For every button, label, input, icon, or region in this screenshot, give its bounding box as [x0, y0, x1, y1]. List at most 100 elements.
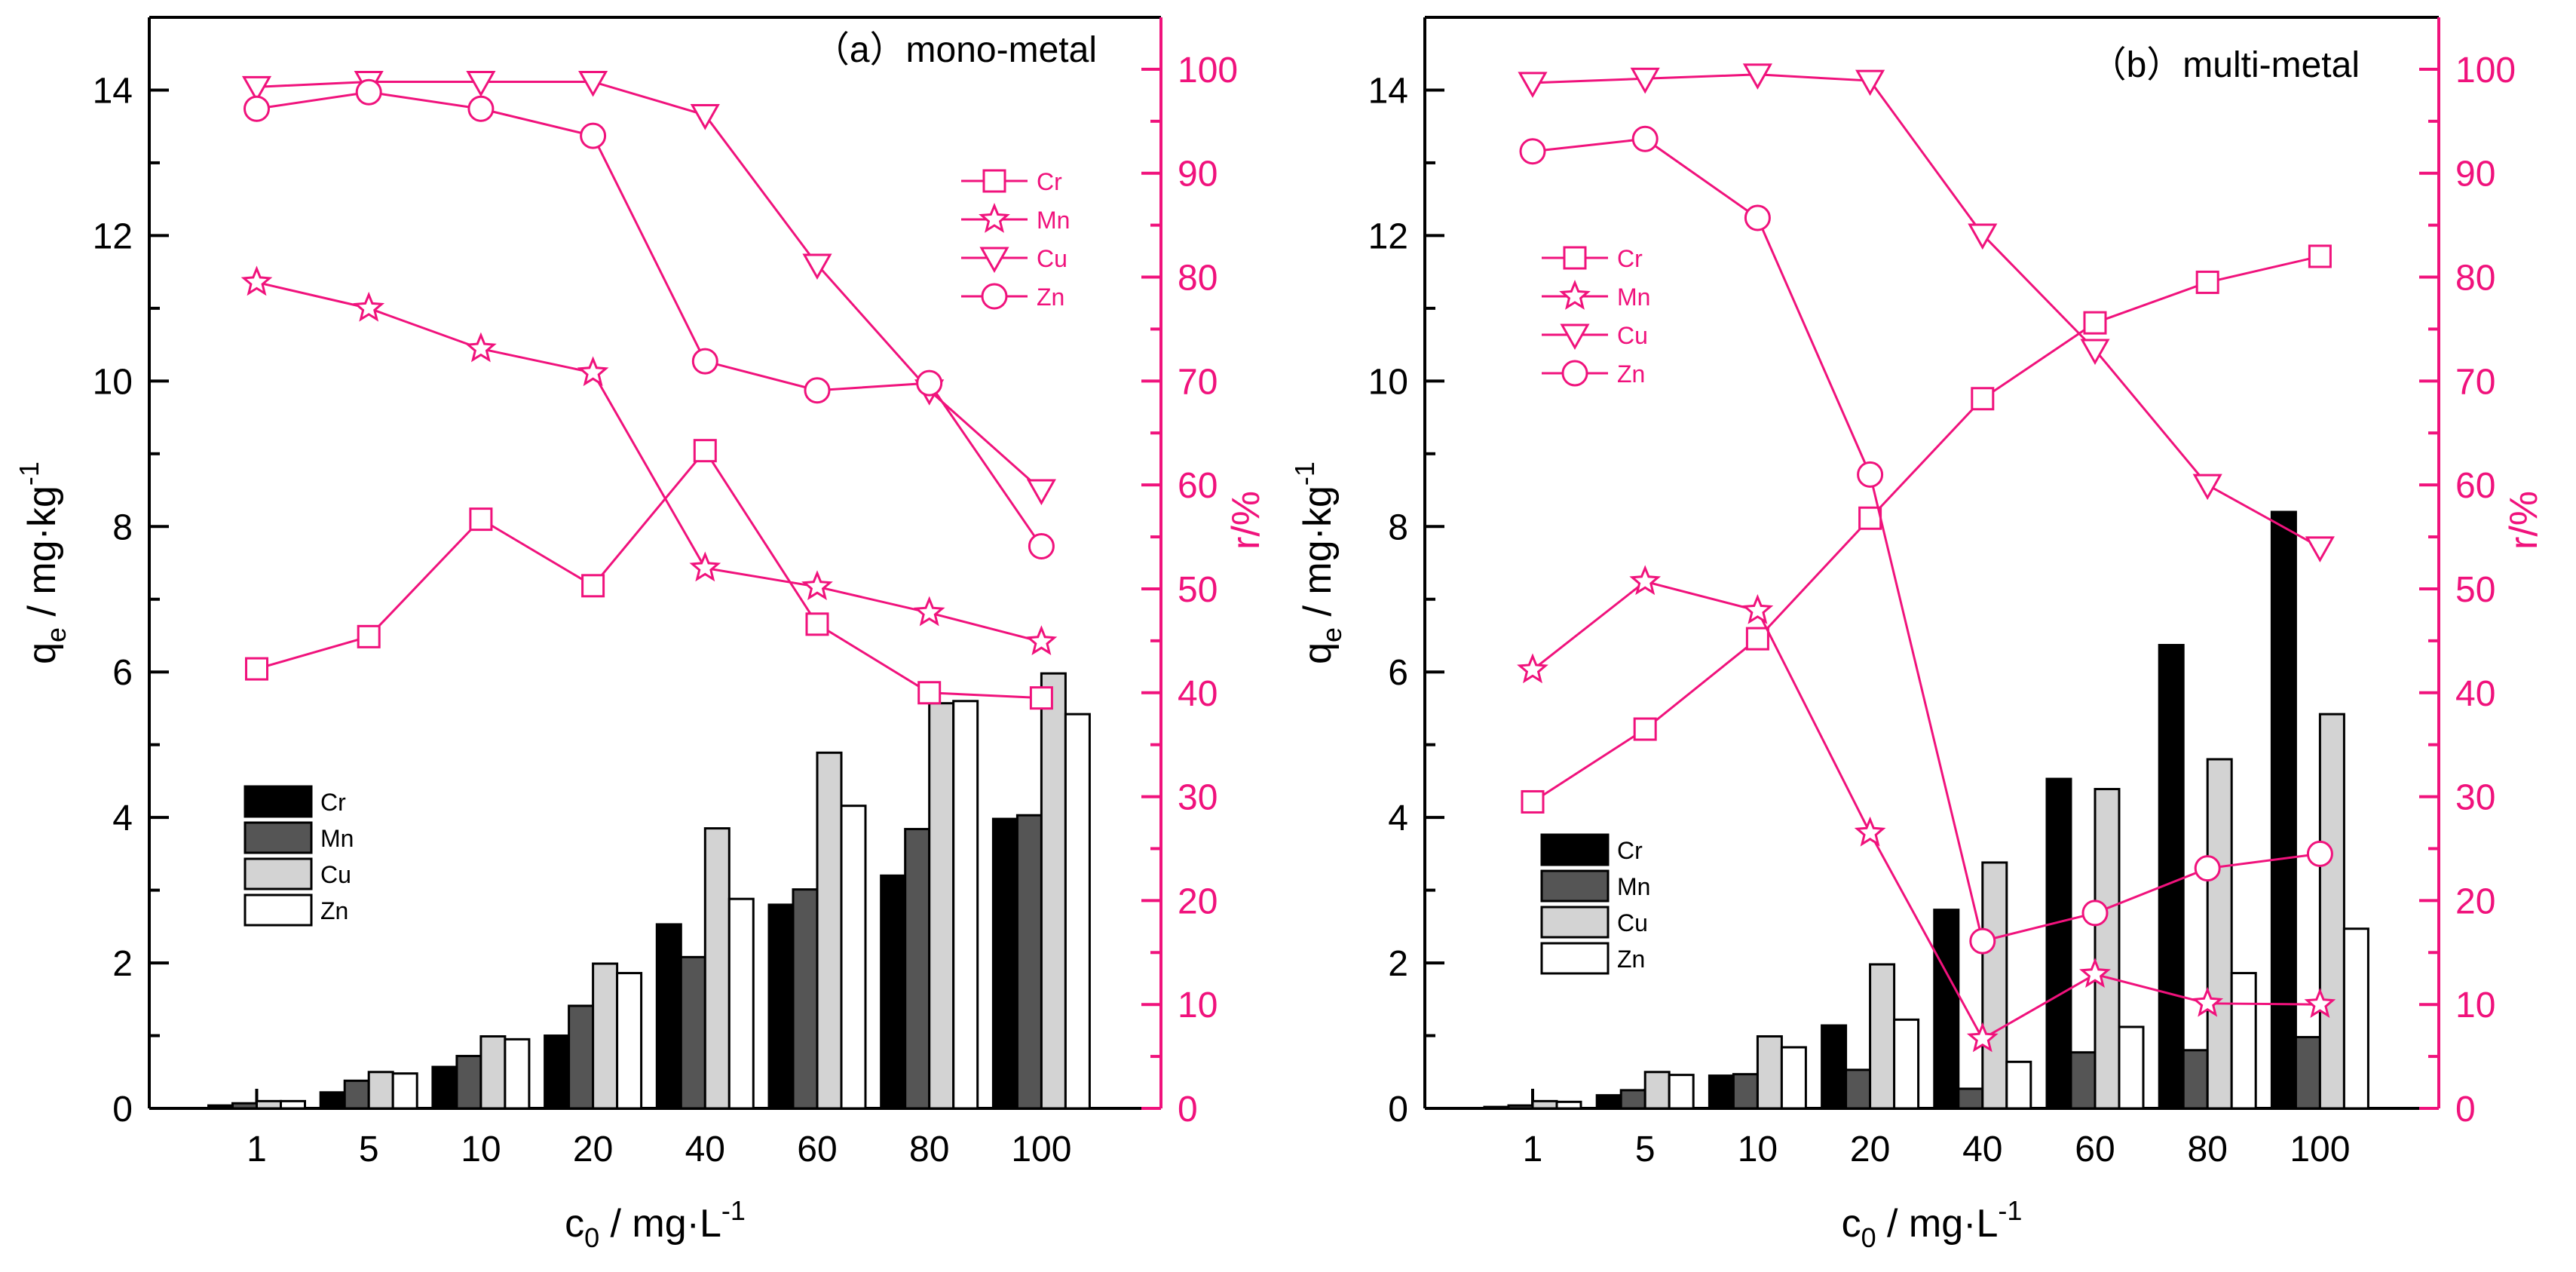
- y2-tick-label-b: 0: [2455, 1090, 2476, 1129]
- marker-zn-b: [2194, 855, 2221, 882]
- marker-zn-b: [1519, 138, 1546, 165]
- bar-legend-swatch-a: [244, 785, 313, 818]
- bar-cr-b: [1595, 1094, 1622, 1110]
- bar-legend-swatch-b: [1540, 833, 1610, 866]
- y-tick-label-a: 2: [112, 944, 133, 984]
- marker-zn-b: [1631, 125, 1659, 152]
- y-tick-label-b: 2: [1388, 944, 1408, 984]
- marker-zn-a: [580, 122, 607, 149]
- y-tick-label-b: 0: [1388, 1090, 1408, 1129]
- marker-mn-b: [1517, 653, 1548, 684]
- bar-cr-a: [880, 874, 907, 1110]
- panel-multi-metal: 0 2 4 6 8 10 12 14 0 10 20 30 40 50 60 70 80 90 100 1 5 10 20 4…: [1289, 16, 2546, 1253]
- bar-cr-b: [2045, 777, 2072, 1110]
- bar-legend-swatch-a: [244, 893, 313, 927]
- marker-cu-a: [578, 70, 608, 97]
- bar-zn-b: [1780, 1046, 1807, 1110]
- y2-tick-label-b: 60: [2455, 466, 2495, 506]
- bar-mn-a: [568, 1004, 595, 1110]
- bar-cr-a: [991, 817, 1018, 1110]
- marker-mn-b: [1966, 1022, 1999, 1053]
- marker-cr-b: [2195, 270, 2219, 294]
- line-cu-b: [1532, 73, 2321, 549]
- marker-mn-b: [1741, 593, 1774, 624]
- bar-zn-b: [2118, 1025, 2145, 1110]
- x-tick-label-a: 60: [797, 1129, 837, 1169]
- bar-legend-label-b: Zn: [1617, 946, 1645, 973]
- marker-mn-a: [801, 570, 833, 601]
- y-tick-label-a: 14: [93, 71, 133, 111]
- marker-zn-b: [2306, 840, 2333, 867]
- line-legend-label-a: Mn: [1037, 207, 1070, 234]
- bar-legend-label-a: Zn: [320, 897, 348, 924]
- bar-mn-b: [2182, 1049, 2209, 1110]
- marker-cu-b: [2305, 536, 2335, 562]
- line-legend-label-b: Zn: [1617, 360, 1645, 388]
- bar-cr-b: [1933, 909, 1960, 1110]
- y-tick-label-a: 6: [112, 653, 133, 693]
- marker-zn-a: [355, 78, 382, 106]
- marker-mn-a: [1025, 625, 1058, 656]
- y2-tick-label-a: 70: [1178, 362, 1218, 402]
- marker-zn-a: [467, 95, 495, 122]
- bar-legend-label-a: Cu: [320, 861, 351, 888]
- marker-cu-b: [1968, 223, 1998, 250]
- bar-zn-a: [952, 700, 979, 1110]
- bar-cu-b: [1869, 963, 1896, 1110]
- y2-tick-label-b: 80: [2455, 259, 2495, 299]
- panel-title-a: （a）mono-metal: [813, 30, 1097, 70]
- y2-tick-label-a: 100: [1178, 51, 1238, 90]
- bar-mn-b: [1957, 1087, 1984, 1110]
- line-legend-label-b: Cu: [1617, 322, 1648, 349]
- marker-cr-b: [1521, 789, 1545, 814]
- bar-mn-a: [904, 828, 931, 1110]
- marker-cr-a: [805, 612, 829, 636]
- line-legend-label-a: Zn: [1037, 284, 1064, 311]
- y2-axis-label-a: r/%: [1224, 491, 1268, 550]
- marker-mn-a: [689, 551, 721, 582]
- y2-tick-label-b: 90: [2455, 155, 2495, 195]
- bar-mn-b: [1845, 1068, 1872, 1110]
- y2-tick-label-a: 50: [1178, 570, 1218, 610]
- x-tick-label-b: 1: [1523, 1129, 1543, 1169]
- y2-tick-label-a: 10: [1178, 985, 1218, 1025]
- marker-mn-b: [1629, 565, 1662, 596]
- bar-cu-a: [592, 962, 619, 1110]
- bar-cu-b: [2094, 788, 2121, 1110]
- marker-mn-a: [465, 332, 497, 363]
- bar-legend-swatch-b: [1540, 906, 1610, 939]
- bar-zn-b: [1893, 1018, 1920, 1110]
- y2-tick-label-a: 40: [1178, 674, 1218, 714]
- line-legend-label-b: Mn: [1617, 284, 1650, 311]
- bar-cu-b: [1981, 861, 2008, 1110]
- bar-mn-a: [343, 1079, 370, 1110]
- bar-zn-a: [840, 805, 867, 1110]
- line-cu-a: [256, 80, 1043, 492]
- bar-cr-b: [1483, 1105, 1510, 1110]
- bar-legend-label-b: Cr: [1617, 837, 1643, 864]
- marker-cr-b: [2083, 311, 2107, 335]
- bar-legend-label-a: Mn: [320, 825, 354, 852]
- bar-zn-b: [2342, 927, 2369, 1110]
- y-tick-label-a: 0: [112, 1090, 133, 1129]
- marker-cr-b: [2308, 244, 2332, 268]
- x-axis-label-a: c0 / mg·L-1: [565, 1195, 746, 1253]
- line-legend-label-a: Cu: [1037, 245, 1067, 272]
- y-axis-label-a: qe / mg·kg-1: [14, 461, 72, 664]
- panel-mono-metal: 0 2 4 6 8 10 12 14 0 10 20 30 40 50 60 70 80 90 100 1 5 10 20 4…: [14, 16, 1268, 1253]
- x-tick-label-b: 5: [1635, 1129, 1656, 1169]
- x-tick-label-a: 5: [359, 1129, 379, 1169]
- x-tick-label-a: 40: [685, 1129, 725, 1169]
- x-tick-label-a: 80: [909, 1129, 949, 1169]
- bar-mn-a: [679, 955, 706, 1110]
- x-tick-label-a: 100: [1011, 1129, 1071, 1169]
- y2-tick-label-a: 90: [1178, 155, 1218, 195]
- bar-legend-swatch-a: [244, 821, 313, 854]
- y-axis-label-b: qe / mg·kg-1: [1289, 461, 1347, 664]
- bar-zn-b: [1668, 1074, 1695, 1110]
- y2-tick-label-a: 0: [1178, 1090, 1198, 1129]
- bar-zn-a: [1064, 713, 1091, 1110]
- y-tick-label-a: 8: [112, 507, 133, 547]
- bar-zn-b: [1555, 1100, 1582, 1110]
- line-legend-marker-b: [1561, 360, 1588, 387]
